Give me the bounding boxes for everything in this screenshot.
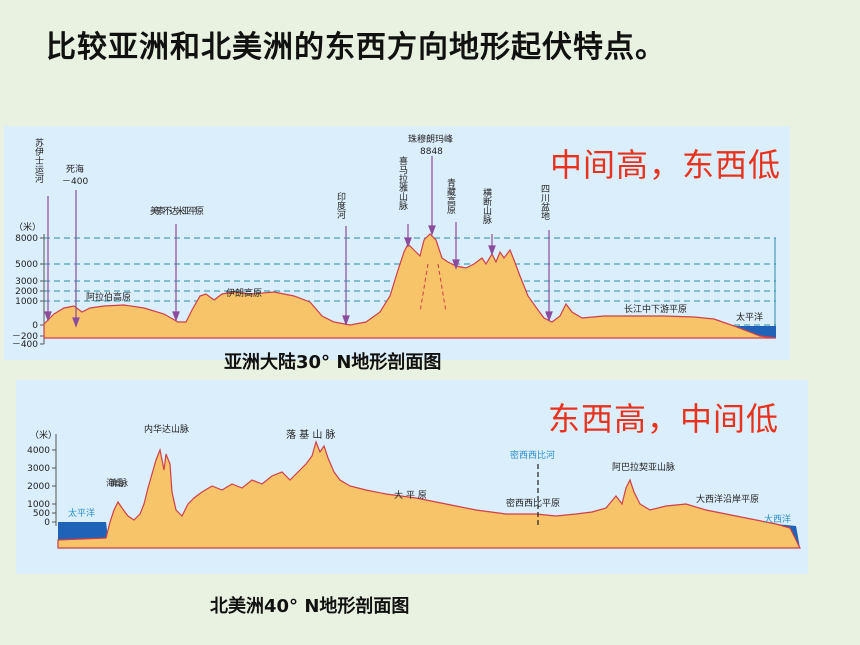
na-label-atlantic: 大西洋	[764, 513, 791, 525]
na-tick: 4000	[27, 446, 50, 456]
label-sichuan-basin: 四川盆地	[539, 184, 550, 220]
asia-caption: 亚洲大陆30° N地形剖面图	[224, 352, 442, 373]
asia-terrain-profile	[43, 233, 777, 339]
asia-tick: 5000	[15, 260, 38, 270]
label-dead-sea-value: －400	[62, 177, 88, 187]
label-dead-sea: 死海	[66, 163, 84, 175]
na-terrain-profile	[57, 440, 801, 549]
na-label-coast-range: 海岸山脉	[106, 477, 128, 489]
label-arabian-plateau: 阿拉伯高原	[86, 291, 131, 303]
asia-tick: －200	[12, 332, 38, 342]
asia-unit: （米）	[14, 221, 41, 233]
namerica-caption: 北美洲40° N地形剖面图	[210, 596, 410, 617]
na-label-nevada-text: 内华达山脉	[144, 423, 189, 435]
na-tick: 0	[44, 518, 50, 528]
label-mesopotamia-text: 美索不达米亚平原	[150, 205, 204, 217]
asia-profile-chart: （米） 8000 5000 3000 2000 1000 0 －200 －400	[12, 133, 777, 350]
na-tick: 1000	[27, 500, 50, 510]
asia-tick: 1000	[15, 297, 38, 307]
na-label-great-plains: 大 平 原	[394, 489, 427, 501]
asia-tick: 0	[32, 321, 38, 331]
namerica-summary: 东西高，中间低	[548, 400, 780, 438]
label-suez-canal: 苏伊士运河	[33, 137, 44, 183]
na-pacific-sea	[58, 522, 108, 540]
na-label-rockies: 落 基 山 脉	[286, 428, 336, 441]
label-asia-pacific: 太平洋	[736, 311, 763, 323]
na-label-pacific: 太平洋	[68, 507, 95, 519]
label-everest-height: 8848	[420, 147, 443, 157]
na-label-appalachian: 阿巴拉契亚山脉	[612, 461, 675, 473]
na-tick: 500	[33, 509, 50, 519]
slide-title: 比较亚洲和北美洲的东西方向地形起伏特点。	[46, 30, 666, 65]
na-tick: 2000	[27, 482, 50, 492]
asia-profile-panel: （米） 8000 5000 3000 2000 1000 0 －200 －400	[4, 126, 790, 373]
label-yangtze-plain: 长江中下游平原	[624, 303, 687, 315]
na-label-nevada: 内华达山脉	[144, 423, 189, 435]
na-unit: （米）	[30, 429, 57, 441]
label-hengduan: 横断山脉	[481, 187, 492, 224]
label-iranian-plateau: 伊朗高原	[226, 287, 262, 299]
asia-summary: 中间高，东西低	[550, 146, 782, 184]
na-label-coast-range-text: 海岸山脉	[106, 477, 128, 489]
asia-tick: －400	[12, 340, 38, 350]
namerica-profile-panel: （米） 4000 3000 2000 1000 500 0 太平洋 海岸山脉 内…	[16, 380, 808, 574]
na-tick: 3000	[27, 464, 50, 474]
label-mesopotamia: 美索不达米亚平原	[150, 205, 204, 217]
asia-tick: 8000	[15, 234, 38, 244]
asia-tick: 3000	[15, 277, 38, 287]
na-label-mississippi-plain: 密西西比平原	[506, 497, 560, 509]
asia-tick: 2000	[15, 287, 38, 297]
label-himalaya: 喜马拉雅山脉	[397, 155, 408, 210]
label-indus-river: 印度河	[335, 191, 346, 219]
label-everest: 珠穆朗玛峰	[408, 133, 453, 145]
na-label-mississippi-river: 密西西比河	[510, 449, 555, 461]
na-label-atlantic-plain: 大西洋沿岸平原	[696, 493, 759, 505]
label-tibet-plateau: 青藏高原	[445, 177, 456, 214]
namerica-profile-chart: （米） 4000 3000 2000 1000 500 0 太平洋 海岸山脉 内…	[27, 423, 801, 549]
